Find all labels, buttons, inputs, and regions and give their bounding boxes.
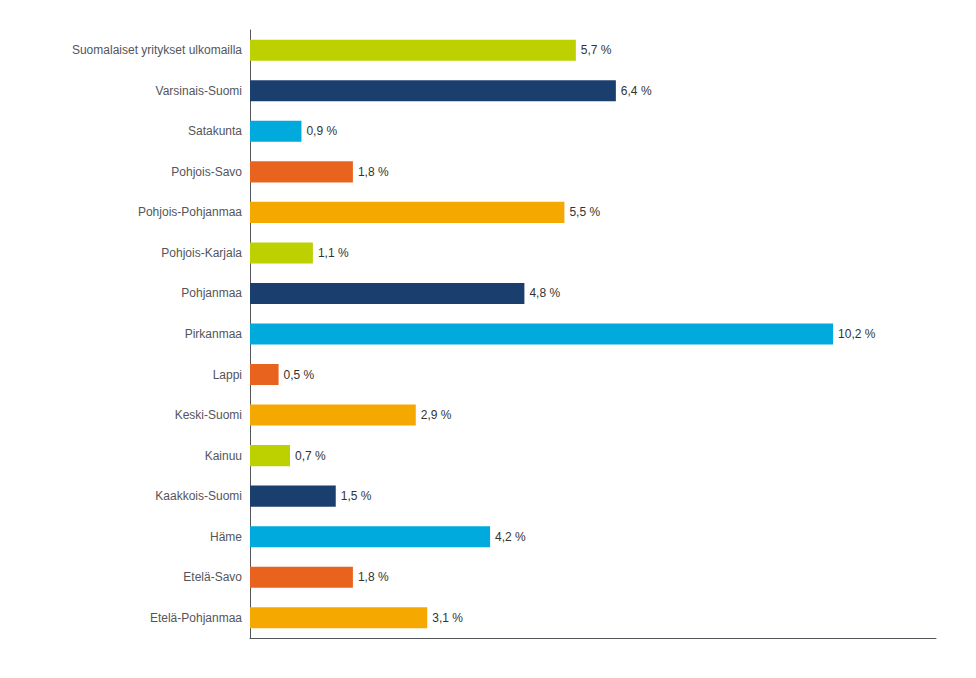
svg-text:Pohjois-Karjala: Pohjois-Karjala [161, 246, 242, 260]
svg-text:10,2 %: 10,2 % [838, 327, 876, 341]
svg-text:Kaakkois-Suomi: Kaakkois-Suomi [155, 489, 242, 503]
svg-text:Häme: Häme [210, 530, 242, 544]
svg-text:Pohjois-Pohjanmaa: Pohjois-Pohjanmaa [138, 205, 242, 219]
svg-text:Pohjois-Savo: Pohjois-Savo [171, 165, 242, 179]
svg-text:1,5 %: 1,5 % [341, 489, 372, 503]
svg-text:2,9 %: 2,9 % [421, 408, 452, 422]
svg-text:0,5 %: 0,5 % [284, 368, 315, 382]
svg-text:Pirkanmaa: Pirkanmaa [185, 327, 243, 341]
svg-text:6,4 %: 6,4 % [621, 84, 652, 98]
svg-text:Keski-Suomi: Keski-Suomi [175, 408, 242, 422]
svg-text:Etelä-Savo: Etelä-Savo [183, 570, 242, 584]
svg-text:4,8 %: 4,8 % [529, 286, 560, 300]
svg-text:1,8 %: 1,8 % [358, 165, 389, 179]
svg-text:1,1 %: 1,1 % [318, 246, 349, 260]
svg-text:4,2 %: 4,2 % [495, 530, 526, 544]
svg-text:Pohjanmaa: Pohjanmaa [181, 286, 242, 300]
svg-text:5,7 %: 5,7 % [581, 43, 612, 57]
svg-text:Kainuu: Kainuu [205, 449, 242, 463]
svg-text:Lappi: Lappi [213, 368, 242, 382]
svg-text:5,5 %: 5,5 % [569, 205, 600, 219]
svg-text:1,8 %: 1,8 % [358, 570, 389, 584]
svg-text:Suomalaiset yritykset ulkomail: Suomalaiset yritykset ulkomailla [72, 43, 242, 57]
svg-text:Satakunta: Satakunta [188, 124, 242, 138]
svg-text:3,1 %: 3,1 % [432, 611, 463, 625]
svg-text:0,9 %: 0,9 % [306, 124, 337, 138]
svg-text:Varsinais-Suomi: Varsinais-Suomi [156, 84, 242, 98]
svg-text:0,7 %: 0,7 % [295, 449, 326, 463]
svg-text:Etelä-Pohjanmaa: Etelä-Pohjanmaa [150, 611, 242, 625]
